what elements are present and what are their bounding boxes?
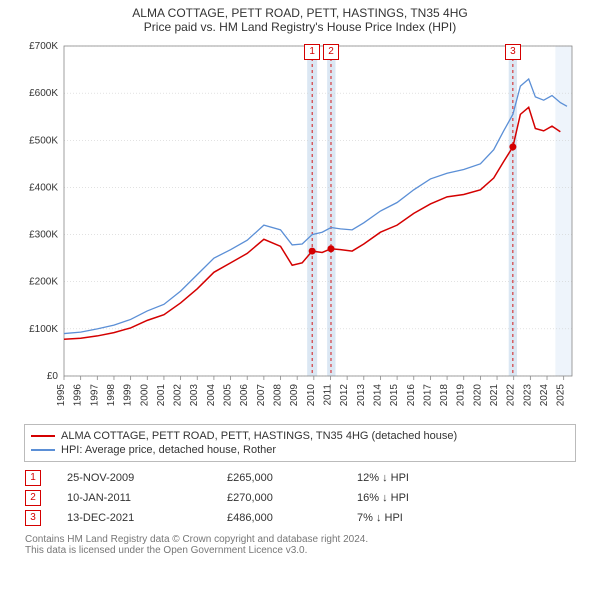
caption: Contains HM Land Registry data © Crown c… (25, 534, 575, 556)
svg-text:2010: 2010 (306, 384, 317, 407)
svg-text:2025: 2025 (556, 384, 567, 407)
sale-price: £265,000 (227, 472, 347, 484)
legend-label: ALMA COTTAGE, PETT ROAD, PETT, HASTINGS,… (61, 430, 457, 442)
svg-text:1995: 1995 (56, 384, 67, 407)
svg-text:£0: £0 (47, 371, 59, 382)
sales-table: 1 25-NOV-2009 £265,000 12% ↓ HPI 2 10-JAN-201… (25, 468, 575, 528)
chart-title-block: ALMA COTTAGE, PETT ROAD, PETT, HASTINGS,… (0, 0, 600, 38)
svg-text:2002: 2002 (173, 384, 184, 407)
svg-text:£600K: £600K (29, 88, 58, 99)
svg-text:2013: 2013 (356, 384, 367, 407)
caption-line-2: This data is licensed under the Open Gov… (25, 545, 575, 556)
chart-sale-marker: 2 (323, 44, 339, 60)
svg-text:2024: 2024 (539, 384, 550, 407)
svg-text:1997: 1997 (89, 384, 100, 407)
sales-row: 1 25-NOV-2009 £265,000 12% ↓ HPI (25, 468, 575, 488)
sale-marker: 1 (25, 470, 41, 486)
svg-text:2020: 2020 (472, 384, 483, 407)
chart-sale-marker: 3 (505, 44, 521, 60)
sale-marker: 2 (25, 490, 41, 506)
sales-row: 3 13-DEC-2021 £486,000 7% ↓ HPI (25, 508, 575, 528)
sale-price: £486,000 (227, 512, 347, 524)
svg-text:2011: 2011 (322, 384, 333, 406)
svg-text:£700K: £700K (29, 41, 58, 52)
svg-text:2018: 2018 (439, 384, 450, 407)
svg-text:2019: 2019 (456, 384, 467, 407)
sale-delta: 12% ↓ HPI (357, 472, 467, 484)
svg-text:2017: 2017 (422, 384, 433, 407)
legend: ALMA COTTAGE, PETT ROAD, PETT, HASTINGS,… (24, 424, 576, 462)
chart-sale-marker: 1 (304, 44, 320, 60)
svg-text:2008: 2008 (273, 384, 284, 407)
svg-text:2003: 2003 (189, 384, 200, 407)
svg-text:£400K: £400K (29, 182, 58, 193)
svg-text:2001: 2001 (156, 384, 167, 407)
caption-line-1: Contains HM Land Registry data © Crown c… (25, 534, 575, 545)
sale-delta: 16% ↓ HPI (357, 492, 467, 504)
sale-date: 25-NOV-2009 (51, 472, 217, 484)
svg-text:2021: 2021 (489, 384, 500, 407)
svg-text:2015: 2015 (389, 384, 400, 407)
svg-text:2014: 2014 (372, 384, 383, 407)
sale-delta: 7% ↓ HPI (357, 512, 467, 524)
sale-price: £270,000 (227, 492, 347, 504)
svg-text:2016: 2016 (406, 384, 417, 407)
svg-text:2007: 2007 (256, 384, 267, 407)
svg-text:2009: 2009 (289, 384, 300, 407)
chart-svg: £0 £100K £200K £300K £400K £500K £600K £700K 199… (20, 38, 580, 414)
chart-area: £0 £100K £200K £300K £400K £500K £600K £700K 199… (20, 38, 580, 414)
legend-swatch-property (31, 435, 55, 437)
svg-text:2022: 2022 (506, 384, 517, 407)
svg-text:1996: 1996 (73, 384, 84, 407)
sale-date: 13-DEC-2021 (51, 512, 217, 524)
svg-text:1999: 1999 (123, 384, 134, 407)
sale-date: 10-JAN-2011 (51, 492, 217, 504)
legend-item: HPI: Average price, detached house, Roth… (31, 443, 569, 457)
svg-text:2005: 2005 (223, 384, 234, 407)
svg-text:2000: 2000 (139, 384, 150, 407)
svg-text:£100K: £100K (29, 324, 58, 335)
svg-text:1998: 1998 (106, 384, 117, 407)
svg-text:2012: 2012 (339, 384, 350, 407)
title-line-2: Price paid vs. HM Land Registry's House … (0, 20, 600, 34)
svg-text:£500K: £500K (29, 135, 58, 146)
legend-label: HPI: Average price, detached house, Roth… (61, 444, 276, 456)
legend-item: ALMA COTTAGE, PETT ROAD, PETT, HASTINGS,… (31, 429, 569, 443)
svg-text:2006: 2006 (239, 384, 250, 407)
sale-marker: 3 (25, 510, 41, 526)
svg-text:£300K: £300K (29, 230, 58, 241)
title-line-1: ALMA COTTAGE, PETT ROAD, PETT, HASTINGS,… (0, 6, 600, 20)
sales-row: 2 10-JAN-2011 £270,000 16% ↓ HPI (25, 488, 575, 508)
svg-text:2023: 2023 (522, 384, 533, 407)
svg-text:2004: 2004 (206, 384, 217, 407)
svg-text:£200K: £200K (29, 277, 58, 288)
legend-swatch-hpi (31, 449, 55, 451)
